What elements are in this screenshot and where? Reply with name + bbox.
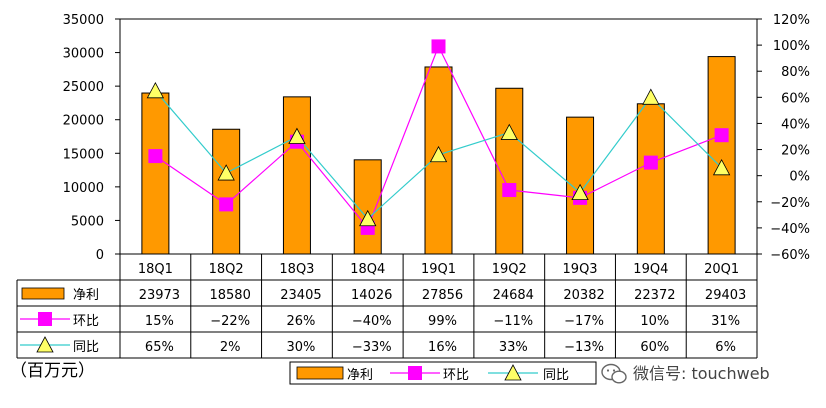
point-yoy-20Q1 xyxy=(712,158,731,176)
legend-key-mom xyxy=(408,366,422,380)
right-tick-label: −20% xyxy=(770,196,810,211)
point-mom-19Q1 xyxy=(431,39,446,54)
table-cell: 16% xyxy=(428,340,457,355)
left-tick-label: 30000 xyxy=(63,47,104,62)
left-tick-label: 5000 xyxy=(71,214,104,229)
right-tick-label: 60% xyxy=(781,91,810,106)
legend: 净利 环比 同比 xyxy=(289,361,597,385)
right-axis-ticks: −60% −40% −20% 0% 20% 40% 60% 80% 100% 120% xyxy=(757,13,810,263)
table-cell: 27856 xyxy=(422,288,463,303)
table-cell: 23973 xyxy=(139,288,180,303)
point-mom-19Q4 xyxy=(643,155,658,170)
point-mom-19Q2 xyxy=(502,183,517,198)
wechat-icon xyxy=(601,363,627,384)
table-cell: 31% xyxy=(711,314,740,329)
left-tick-label: 20000 xyxy=(63,114,104,129)
legend-key-yoy xyxy=(504,364,522,381)
category-label: 19Q2 xyxy=(492,262,527,277)
table-cell: 26% xyxy=(286,314,315,329)
right-tick-label: −40% xyxy=(770,222,810,237)
watermark-text: 微信号: touchweb xyxy=(633,364,770,383)
point-mom-20Q1 xyxy=(714,128,729,143)
right-tick-label: 0% xyxy=(789,170,810,185)
left-axis-ticks: 0 5000 10000 15000 20000 25000 30000 35000 xyxy=(63,13,120,263)
row-header: 净利 xyxy=(73,288,99,303)
unit-label: （百万元） xyxy=(10,361,95,381)
table-cell: 18580 xyxy=(209,288,250,303)
table-cell: 14026 xyxy=(351,288,392,303)
row-key-marker xyxy=(36,336,54,353)
row-key-bar xyxy=(21,287,65,300)
table-cell: 33% xyxy=(499,340,528,355)
bar-18Q4 xyxy=(353,159,382,255)
point-yoy-18Q2 xyxy=(217,164,235,181)
table-cell: −33% xyxy=(352,340,392,355)
right-tick-label: 120% xyxy=(773,13,810,28)
left-tick-label: 10000 xyxy=(63,181,104,196)
legend-key-net-profit xyxy=(296,366,344,380)
right-tick-label: 100% xyxy=(773,39,810,54)
bar-19Q4 xyxy=(636,103,665,255)
bar-18Q2 xyxy=(212,128,241,255)
left-tick-label: 25000 xyxy=(63,80,104,95)
table-cell: 60% xyxy=(640,340,669,355)
bar-18Q1 xyxy=(141,92,170,255)
category-label: 20Q1 xyxy=(704,262,739,277)
bar-18Q3 xyxy=(282,96,311,255)
table-cell: 6% xyxy=(715,340,736,355)
legend-label-yoy: 同比 xyxy=(543,368,569,383)
point-mom-18Q1 xyxy=(148,149,163,164)
line-series xyxy=(146,39,731,235)
category-label: 19Q3 xyxy=(563,262,598,277)
point-yoy-19Q1 xyxy=(429,145,448,163)
table-cell: 15% xyxy=(145,314,174,329)
table-cell: −11% xyxy=(493,314,533,329)
table-cell: 10% xyxy=(640,314,669,329)
point-mom-18Q2 xyxy=(219,197,234,212)
point-yoy-18Q4 xyxy=(359,209,377,227)
category-label: 19Q1 xyxy=(421,262,456,277)
right-tick-label: 80% xyxy=(781,65,810,80)
table-cell: 65% xyxy=(145,340,174,355)
point-yoy-18Q1 xyxy=(146,81,165,99)
category-label: 19Q4 xyxy=(633,262,668,277)
legend-label-net-profit: 净利 xyxy=(347,368,373,383)
table-cell: 23405 xyxy=(280,288,321,303)
table-cell: 24684 xyxy=(493,288,534,303)
table-cell: 22372 xyxy=(634,288,675,303)
category-label: 18Q4 xyxy=(350,262,385,277)
table-cell: −22% xyxy=(210,314,250,329)
right-tick-label: 20% xyxy=(781,144,810,159)
point-yoy-19Q3 xyxy=(571,183,589,201)
left-tick-label: 0 xyxy=(96,248,104,263)
data-table: 18Q1 18Q2 18Q3 18Q4 19Q1 19Q2 19Q3 19Q4 20Q1 净利 23… xyxy=(16,253,758,359)
table-cell: 20382 xyxy=(563,288,604,303)
category-label: 18Q1 xyxy=(138,262,173,277)
table-cell: −17% xyxy=(564,314,604,329)
left-tick-label: 35000 xyxy=(63,13,104,28)
row-key-marker xyxy=(38,312,52,326)
table-cell: 29403 xyxy=(705,288,746,303)
row-header: 同比 xyxy=(73,340,99,355)
table-cell: −40% xyxy=(352,314,392,329)
table-cell: 30% xyxy=(286,340,315,355)
point-yoy-18Q3 xyxy=(288,127,306,144)
category-label: 18Q2 xyxy=(209,262,244,277)
point-yoy-19Q4 xyxy=(642,88,660,105)
table-cell: −13% xyxy=(564,340,604,355)
category-label: 18Q3 xyxy=(279,262,314,277)
table-cell: 99% xyxy=(428,314,457,329)
table-cell: 2% xyxy=(220,340,241,355)
left-tick-label: 15000 xyxy=(63,147,104,162)
row-header: 环比 xyxy=(73,314,99,329)
right-tick-label: 40% xyxy=(781,117,810,132)
watermark: 微信号: touchweb xyxy=(601,363,770,384)
legend-label-mom: 环比 xyxy=(443,368,469,383)
right-tick-label: −60% xyxy=(770,248,810,263)
point-yoy-19Q2 xyxy=(500,123,518,140)
bar-20Q1 xyxy=(707,56,736,255)
